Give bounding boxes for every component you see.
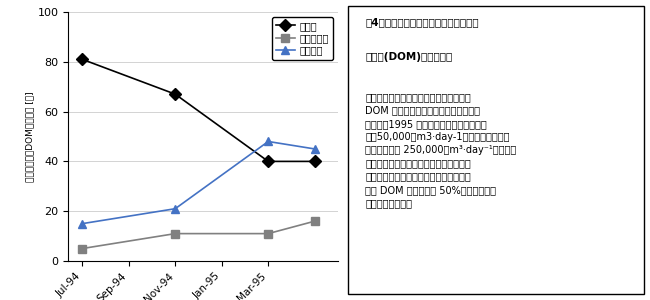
湖内生産 [78,222,86,226]
Line: 湖内生産: 湖内生産 [78,137,319,228]
河川水 [172,92,179,96]
Text: 冬・春期における下水処理水の難分解性
DOM に対する寄与は無視できないほど
大きい。1995 年度の下水処理場放流水量
は約50,000　m3·day-1。こ: 冬・春期における下水処理水の難分解性 DOM に対する寄与は無視できないほど 大… [365,92,517,208]
Line: 河川水: 河川水 [78,55,319,166]
Legend: 河川水, 下水処理水, 湖内生産: 河川水, 下水処理水, 湖内生産 [272,17,333,59]
Y-axis label: 難分解性湖水DOMへの寄与 [％]: 難分解性湖水DOMへの寄与 [％] [26,91,34,182]
Line: 下水処理水: 下水処理水 [78,217,319,253]
河川水 [78,58,86,61]
湖内生産 [311,147,318,151]
湖内生産 [172,207,179,211]
下水処理水 [311,219,318,223]
Text: 図4　霨ヶ浦湖心における難分解性溶存: 図4 霨ヶ浦湖心における難分解性溶存 [365,17,479,28]
Text: 有機物(DOM)の物質収支: 有機物(DOM)の物質収支 [365,52,453,62]
河川水 [311,160,318,163]
下水処理水 [172,232,179,236]
湖内生産 [265,140,272,143]
下水処理水 [78,247,86,250]
河川水 [265,160,272,163]
下水処理水 [265,232,272,236]
